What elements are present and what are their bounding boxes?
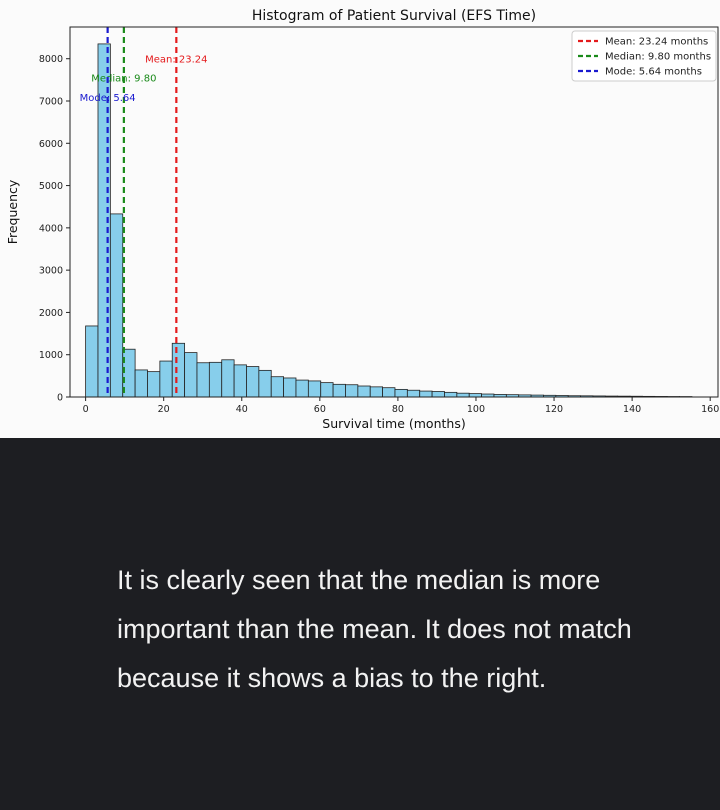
y-tick-label: 3000 <box>39 266 63 277</box>
y-tick-label: 7000 <box>39 97 63 108</box>
histogram-bar <box>444 391 458 398</box>
histogram-bar <box>85 325 99 398</box>
histogram-bar <box>456 392 470 398</box>
y-tick-label: 8000 <box>39 54 63 65</box>
histogram-bar <box>295 379 309 398</box>
x-tick-label: 60 <box>314 404 326 415</box>
histogram-bar <box>406 389 421 398</box>
x-tick-label: 0 <box>83 404 89 415</box>
x-tick-label: 140 <box>623 404 641 415</box>
mean-label: Mean: 23.24 <box>145 55 207 66</box>
x-axis-label: Survival time (months) <box>322 416 465 431</box>
histogram-bar <box>134 369 148 398</box>
x-tick-label: 160 <box>701 404 719 415</box>
mode-label: Mode: 5.64 <box>80 93 136 104</box>
y-axis-label: Frequency <box>5 179 20 244</box>
chart-panel: Histogram of Patient Survival (EFS Time)… <box>0 0 720 438</box>
histogram-bar <box>394 388 408 398</box>
histogram-bar <box>419 390 433 398</box>
histogram-bar <box>283 377 297 398</box>
histogram-chart: Histogram of Patient Survival (EFS Time)… <box>5 8 719 431</box>
histogram-bar <box>208 361 223 398</box>
histogram-bar <box>246 366 260 398</box>
histogram-bar <box>221 359 235 398</box>
histogram-bar <box>332 383 346 398</box>
histogram-bar <box>147 371 161 398</box>
histogram-bar <box>468 393 482 398</box>
histogram-bar <box>159 360 173 398</box>
y-tick-label: 2000 <box>39 308 63 319</box>
histogram-bar <box>109 213 124 398</box>
histogram-bar <box>270 376 285 398</box>
y-tick-label: 5000 <box>39 181 63 192</box>
x-tick-label: 100 <box>467 404 485 415</box>
legend-box <box>571 30 717 82</box>
histogram-bar <box>196 362 210 398</box>
y-tick-label: 1000 <box>39 350 63 361</box>
histogram-bar <box>345 384 359 398</box>
histogram-bar <box>184 352 198 398</box>
y-tick-label: 0 <box>57 393 63 404</box>
legend-median-label: Median: 9.80 months <box>605 52 711 63</box>
y-tick-label: 4000 <box>39 223 63 234</box>
legend-mode-label: Mode: 5.64 months <box>605 67 702 78</box>
plot-frame <box>69 26 719 398</box>
chart-title: Histogram of Patient Survival (EFS Time) <box>252 8 536 24</box>
legend-mean-label: Mean: 23.24 months <box>605 37 708 48</box>
histogram-bar <box>357 385 371 398</box>
histogram-bar <box>307 380 322 398</box>
histogram-bar <box>431 391 445 398</box>
x-tick-label: 80 <box>392 404 404 415</box>
histogram-bar <box>382 387 396 398</box>
x-tick-label: 40 <box>236 404 248 415</box>
caption-text: It is clearly seen that the median is mo… <box>117 565 632 693</box>
histogram-bar <box>233 364 247 398</box>
histogram-bar <box>258 369 272 398</box>
x-tick-label: 120 <box>545 404 563 415</box>
histogram-bar <box>171 342 186 398</box>
median-label: Median: 9.80 <box>91 74 156 85</box>
x-tick-label: 20 <box>158 404 170 415</box>
histogram-bar <box>369 386 384 398</box>
y-tick-label: 6000 <box>39 139 63 150</box>
histogram-bar <box>320 382 334 398</box>
